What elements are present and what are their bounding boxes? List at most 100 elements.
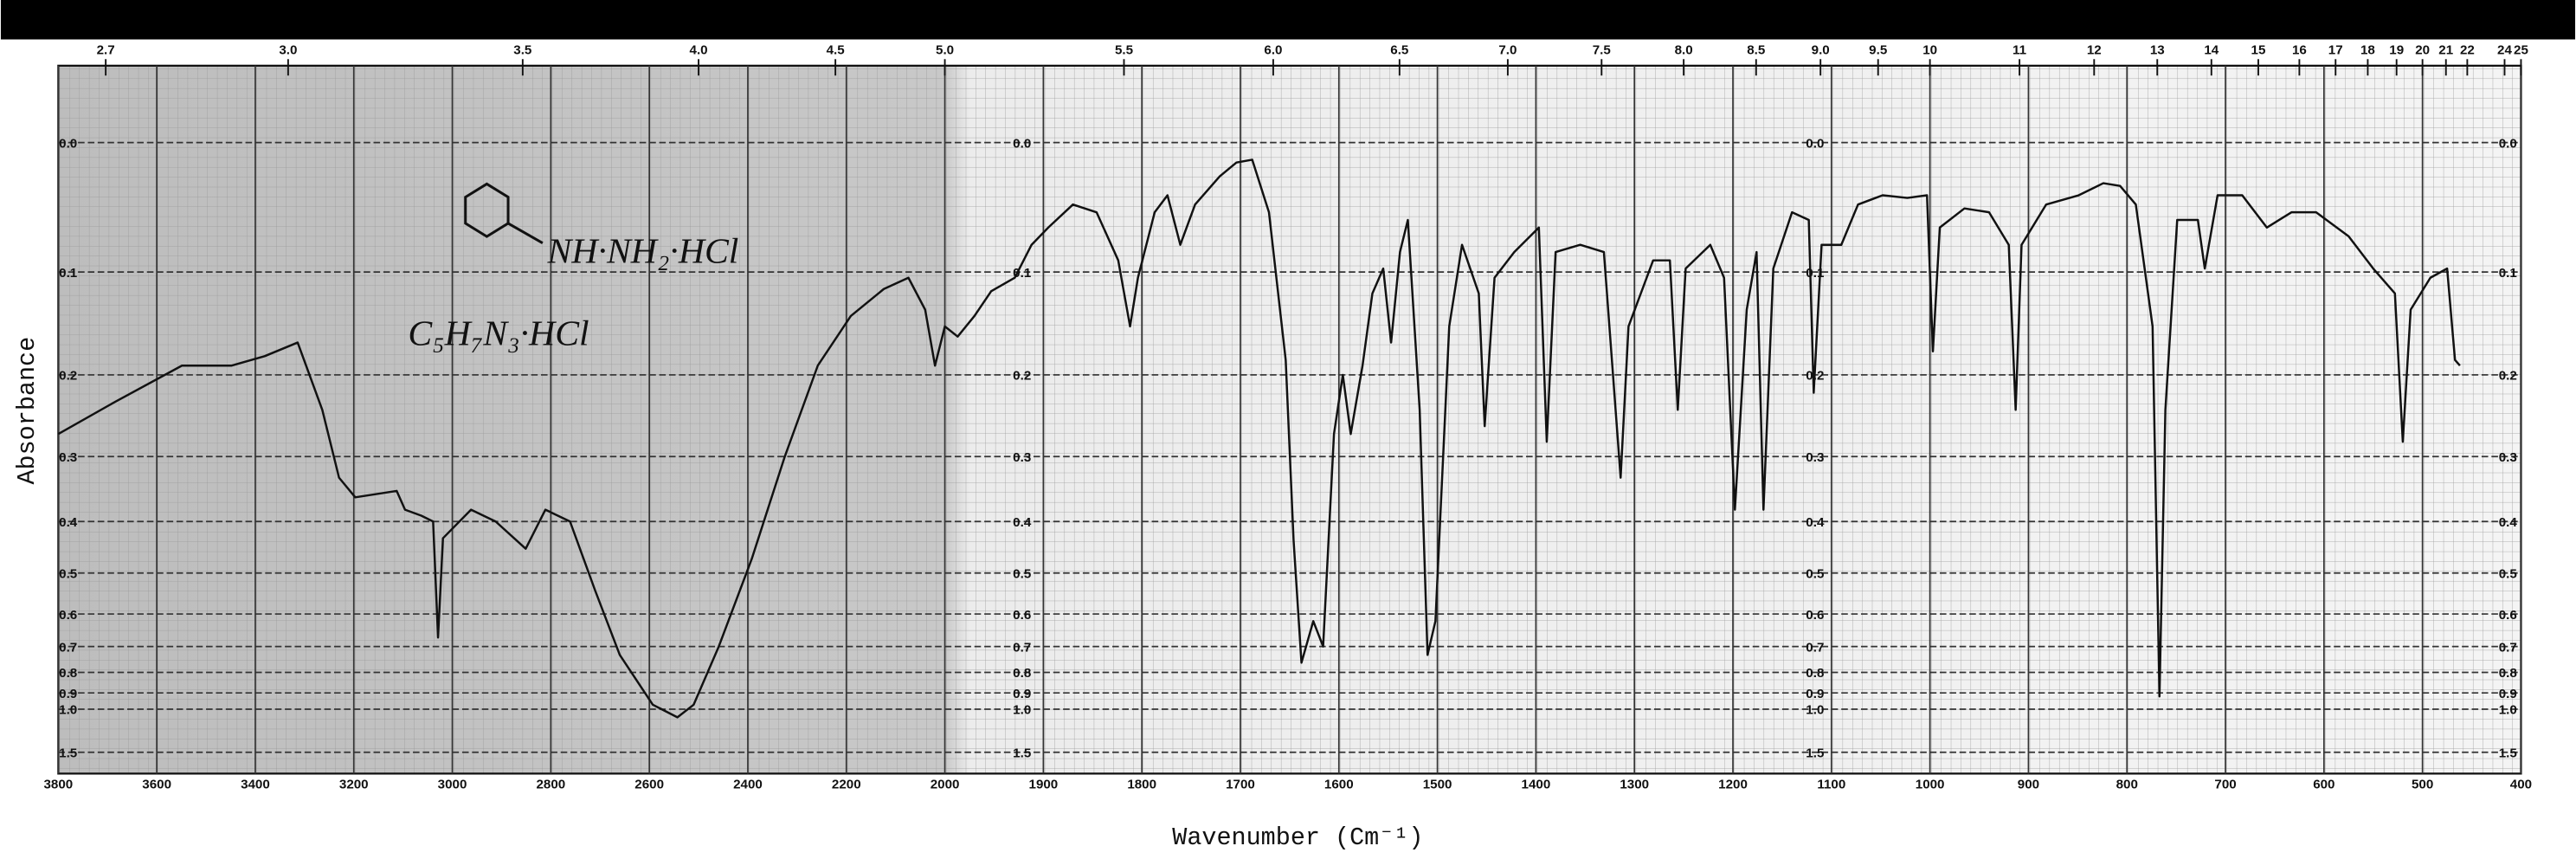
y-tick-label: 0.0 [1806, 136, 1824, 151]
x2-tick-label: 22 [2460, 43, 2475, 58]
y-tick-label: 0.6 [59, 608, 77, 623]
y-tick-label: 1.5 [2499, 746, 2517, 760]
x-tick-label: 500 [2412, 777, 2433, 791]
y-tick-label: 0.9 [1013, 687, 1031, 701]
y-tick-label: 0.4 [59, 515, 78, 530]
y-tick-label: 0.5 [2499, 566, 2517, 581]
y-tick-label: 0.4 [1013, 515, 1032, 530]
y-tick-label: 0.9 [2499, 687, 2517, 701]
y-tick-label: 0.3 [2499, 450, 2517, 465]
x-tick-label: 2400 [733, 777, 763, 791]
x2-tick-label: 13 [2150, 43, 2165, 58]
y-tick-label: 0.8 [1806, 666, 1824, 681]
y-tick-label: 1.0 [1013, 703, 1031, 718]
x-tick-label: 3000 [438, 777, 467, 791]
y-tick-label: 1.0 [59, 703, 77, 718]
x2-tick-label: 11 [2012, 43, 2026, 58]
annotation: C₅H₇N₃·HCl [408, 313, 589, 353]
x2-tick-label: 12 [2087, 43, 2102, 58]
x2-tick-label: 19 [2389, 43, 2404, 58]
y-tick-label: 0.5 [1013, 566, 1031, 581]
x2-tick-label: 16 [2292, 43, 2307, 58]
x-tick-label: 1600 [1324, 777, 1354, 791]
x2-tick-label: 9.5 [1869, 43, 1887, 58]
x2-tick-label: 18 [2360, 43, 2375, 58]
x-tick-label: 900 [2018, 777, 2039, 791]
x-tick-label: 3800 [43, 777, 73, 791]
y-tick-label: 0.3 [1806, 450, 1824, 465]
annotation: NH·NH₂·HCl [547, 231, 739, 271]
y-tick-label: 0.5 [59, 566, 77, 581]
grid [57, 59, 2522, 774]
x-tick-label: 1800 [1127, 777, 1156, 791]
y-tick-label: 1.0 [1806, 703, 1824, 718]
y-tick-label: 0.8 [59, 666, 77, 681]
bond-sketch [507, 222, 544, 245]
spectrum-line [57, 158, 2461, 719]
y-tick-label: 0.7 [1806, 640, 1824, 655]
y-tick-label: 0.4 [1806, 515, 1825, 530]
y-tick-label: 0.5 [1806, 566, 1824, 581]
top-band [0, 0, 2576, 40]
x-tick-label: 2600 [634, 777, 664, 791]
x2-tick-label: 21 [2438, 43, 2453, 58]
y-tick-label: 0.0 [2499, 136, 2517, 151]
y-tick-label: 0.2 [2499, 369, 2517, 384]
x2-tick-label: 17 [2328, 43, 2343, 58]
x2-tick-label: 9.0 [1812, 43, 1830, 58]
x2-tick-label: 2.7 [97, 43, 115, 58]
y-tick-label: 1.5 [59, 746, 77, 760]
x2-tick-label: 14 [2204, 43, 2219, 58]
x-tick-label: 1000 [1916, 777, 1945, 791]
y-tick-label: 0.1 [1013, 266, 1031, 281]
x2-tick-label: 5.5 [1115, 43, 1133, 58]
x2-tick-label: 8.5 [1747, 43, 1765, 58]
x-tick-label: 2800 [537, 777, 566, 791]
y-tick-label: 0.2 [59, 369, 77, 384]
x-tick-label: 400 [2510, 777, 2532, 791]
y-tick-label: 0.3 [1013, 450, 1031, 465]
x-tick-label: 1900 [1029, 777, 1059, 791]
y-tick-label: 0.9 [59, 687, 77, 701]
x2-tick-label: 3.5 [513, 43, 531, 58]
y-tick-label: 0.2 [1013, 369, 1031, 384]
x2-tick-label: 8.0 [1675, 43, 1693, 58]
x2-tick-label: 24 [2497, 43, 2512, 58]
y-tick-label: 0.4 [2499, 515, 2518, 530]
y-tick-label: 0.8 [1013, 666, 1031, 681]
x2-tick-label: 4.0 [690, 43, 708, 58]
y-tick-label: 0.1 [59, 266, 77, 281]
x2-tick-label: 15 [2251, 43, 2266, 58]
x2-tick-label: 6.0 [1264, 43, 1282, 58]
x-tick-label: 3600 [142, 777, 171, 791]
y-tick-label: 0.6 [1806, 608, 1824, 623]
y-axis-title: Absorbance [13, 337, 42, 485]
x-tick-label: 1200 [1718, 777, 1748, 791]
y-tick-label: 0.6 [1013, 608, 1031, 623]
y-tick-label: 0.8 [2499, 666, 2517, 681]
x-tick-label: 1300 [1620, 777, 1649, 791]
x-tick-label: 1500 [1423, 777, 1452, 791]
y-tick-label: 0.0 [1013, 136, 1031, 151]
x-tick-label: 800 [2116, 777, 2138, 791]
y-tick-label: 0.9 [1806, 687, 1824, 701]
y-tick-label: 0.6 [2499, 608, 2517, 623]
y-tick-label: 0.3 [59, 450, 77, 465]
x-tick-label: 2200 [832, 777, 861, 791]
x2-tick-label: 25 [2514, 43, 2528, 58]
y-tick-label: 0.7 [2499, 640, 2517, 655]
y-tick-label: 1.5 [1806, 746, 1824, 760]
x-tick-label: 3200 [339, 777, 369, 791]
y-tick-label: 0.7 [59, 640, 77, 655]
x-tick-label: 1700 [1226, 777, 1255, 791]
x-tick-label: 1400 [1522, 777, 1551, 791]
x-tick-label: 700 [2214, 777, 2236, 791]
labels: 3800 3600 3400 3200 3000 2800 2600 2400 2200 2000… [43, 43, 2532, 792]
x-tick-label: 2000 [931, 777, 960, 791]
x-tick-label: 1100 [1817, 777, 1845, 791]
x2-tick-label: 20 [2415, 43, 2430, 58]
y-tick-label: 1.0 [2499, 703, 2517, 718]
x2-tick-label: 7.0 [1498, 43, 1517, 58]
x-axis-title: Wavenumber (Cm⁻¹) [1172, 823, 1423, 852]
